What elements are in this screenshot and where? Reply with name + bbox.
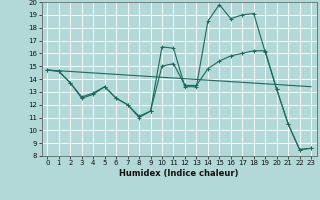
X-axis label: Humidex (Indice chaleur): Humidex (Indice chaleur) [119, 169, 239, 178]
